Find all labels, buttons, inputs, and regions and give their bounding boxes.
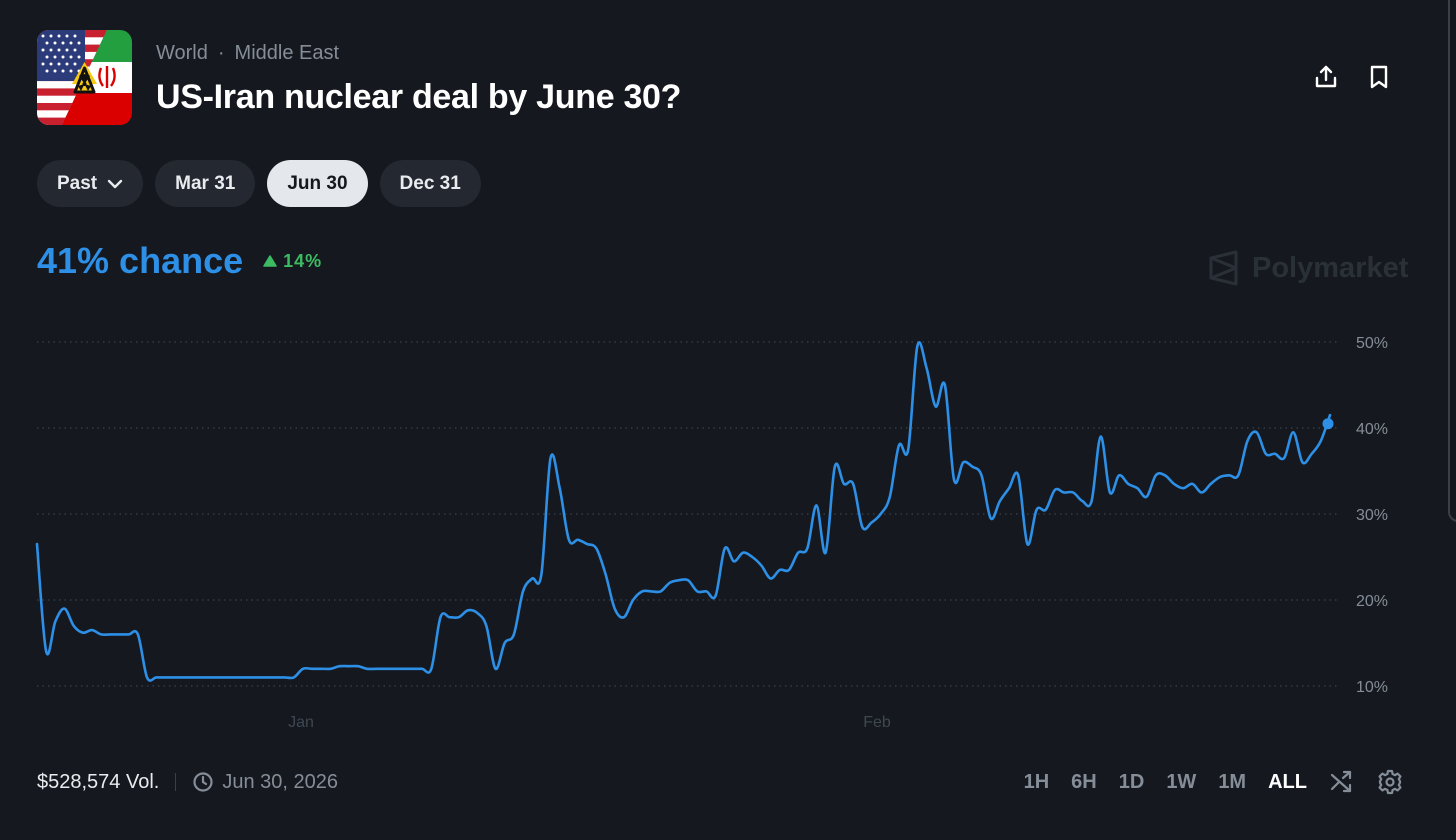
range-1h[interactable]: 1H [1023,770,1050,793]
triangle-up-icon [263,255,277,267]
probability-summary: 41% chance 14% [37,240,322,282]
range-selector: 1H 6H 1D 1W 1M ALL [1024,769,1403,795]
tab-label: Mar 31 [175,172,236,194]
chart-footer: $528,574 Vol. Jun 30, 2026 1H 6H 1D 1W 1… [37,762,1403,802]
market-header: World · Middle East US-Iran nuclear deal… [37,30,1417,126]
volume-label: $528,574 Vol. [37,770,160,793]
gear-icon [1378,769,1402,795]
y-tick-label: 10% [1356,679,1388,696]
settings-button[interactable] [1377,769,1403,795]
y-tick-label: 20% [1356,593,1388,610]
bookmark-icon [1370,65,1388,89]
breadcrumb-middle-east[interactable]: Middle East [234,42,340,64]
y-tick-label: 30% [1356,507,1388,524]
change-badge: 14% [263,251,322,272]
series-line [35,341,1332,682]
range-all[interactable]: ALL [1268,770,1307,793]
brand-name: Polymarket [1252,251,1409,284]
footer-divider [175,773,177,791]
range-1d[interactable]: 1D [1118,770,1145,793]
change-value: 14% [283,250,323,271]
tab-label: Jun 30 [287,172,348,194]
end-date: Jun 30, 2026 [192,771,338,794]
brand-watermark: Polymarket [1208,250,1408,286]
polymarket-logo-icon [1209,250,1238,286]
bookmark-button[interactable] [1364,62,1394,92]
x-tick-label: Feb [863,714,891,731]
y-tick-label: 50% [1356,335,1388,352]
share-button[interactable] [1311,62,1341,92]
x-tick-label: Jan [288,714,314,731]
date-tabs: Past Mar 31 Jun 30 Dec 31 [37,160,481,207]
clock-icon [193,772,213,792]
tab-label: Dec 31 [399,172,461,194]
tab-dec-31[interactable]: Dec 31 [379,160,481,207]
range-6h[interactable]: 6H [1071,770,1097,793]
shuffle-icon [1330,770,1352,793]
y-tick-label: 40% [1356,421,1388,438]
current-point [1322,418,1334,430]
chevron-down-icon [107,179,123,188]
tab-jun-30[interactable]: Jun 30 [267,160,368,207]
end-date-text: Jun 30, 2026 [222,770,338,793]
breadcrumb: World · Middle East [156,42,339,65]
tab-past[interactable]: Past [37,160,144,207]
breadcrumb-world[interactable]: World [156,42,208,64]
breadcrumb-separator: · [217,42,225,64]
chance-value: 41% chance [37,240,244,281]
tab-mar-31[interactable]: Mar 31 [155,160,256,207]
market-title: US-Iran nuclear deal by June 30? [156,78,682,116]
share-upload-icon [1315,65,1337,88]
shuffle-button[interactable] [1329,769,1355,795]
market-thumbnail [37,30,132,125]
range-1m[interactable]: 1M [1218,770,1247,793]
range-1w[interactable]: 1W [1166,770,1197,793]
tab-label: Past [57,172,98,194]
price-chart[interactable]: 10% 20% 30% 40% 50% Jan Feb [0,300,1456,740]
